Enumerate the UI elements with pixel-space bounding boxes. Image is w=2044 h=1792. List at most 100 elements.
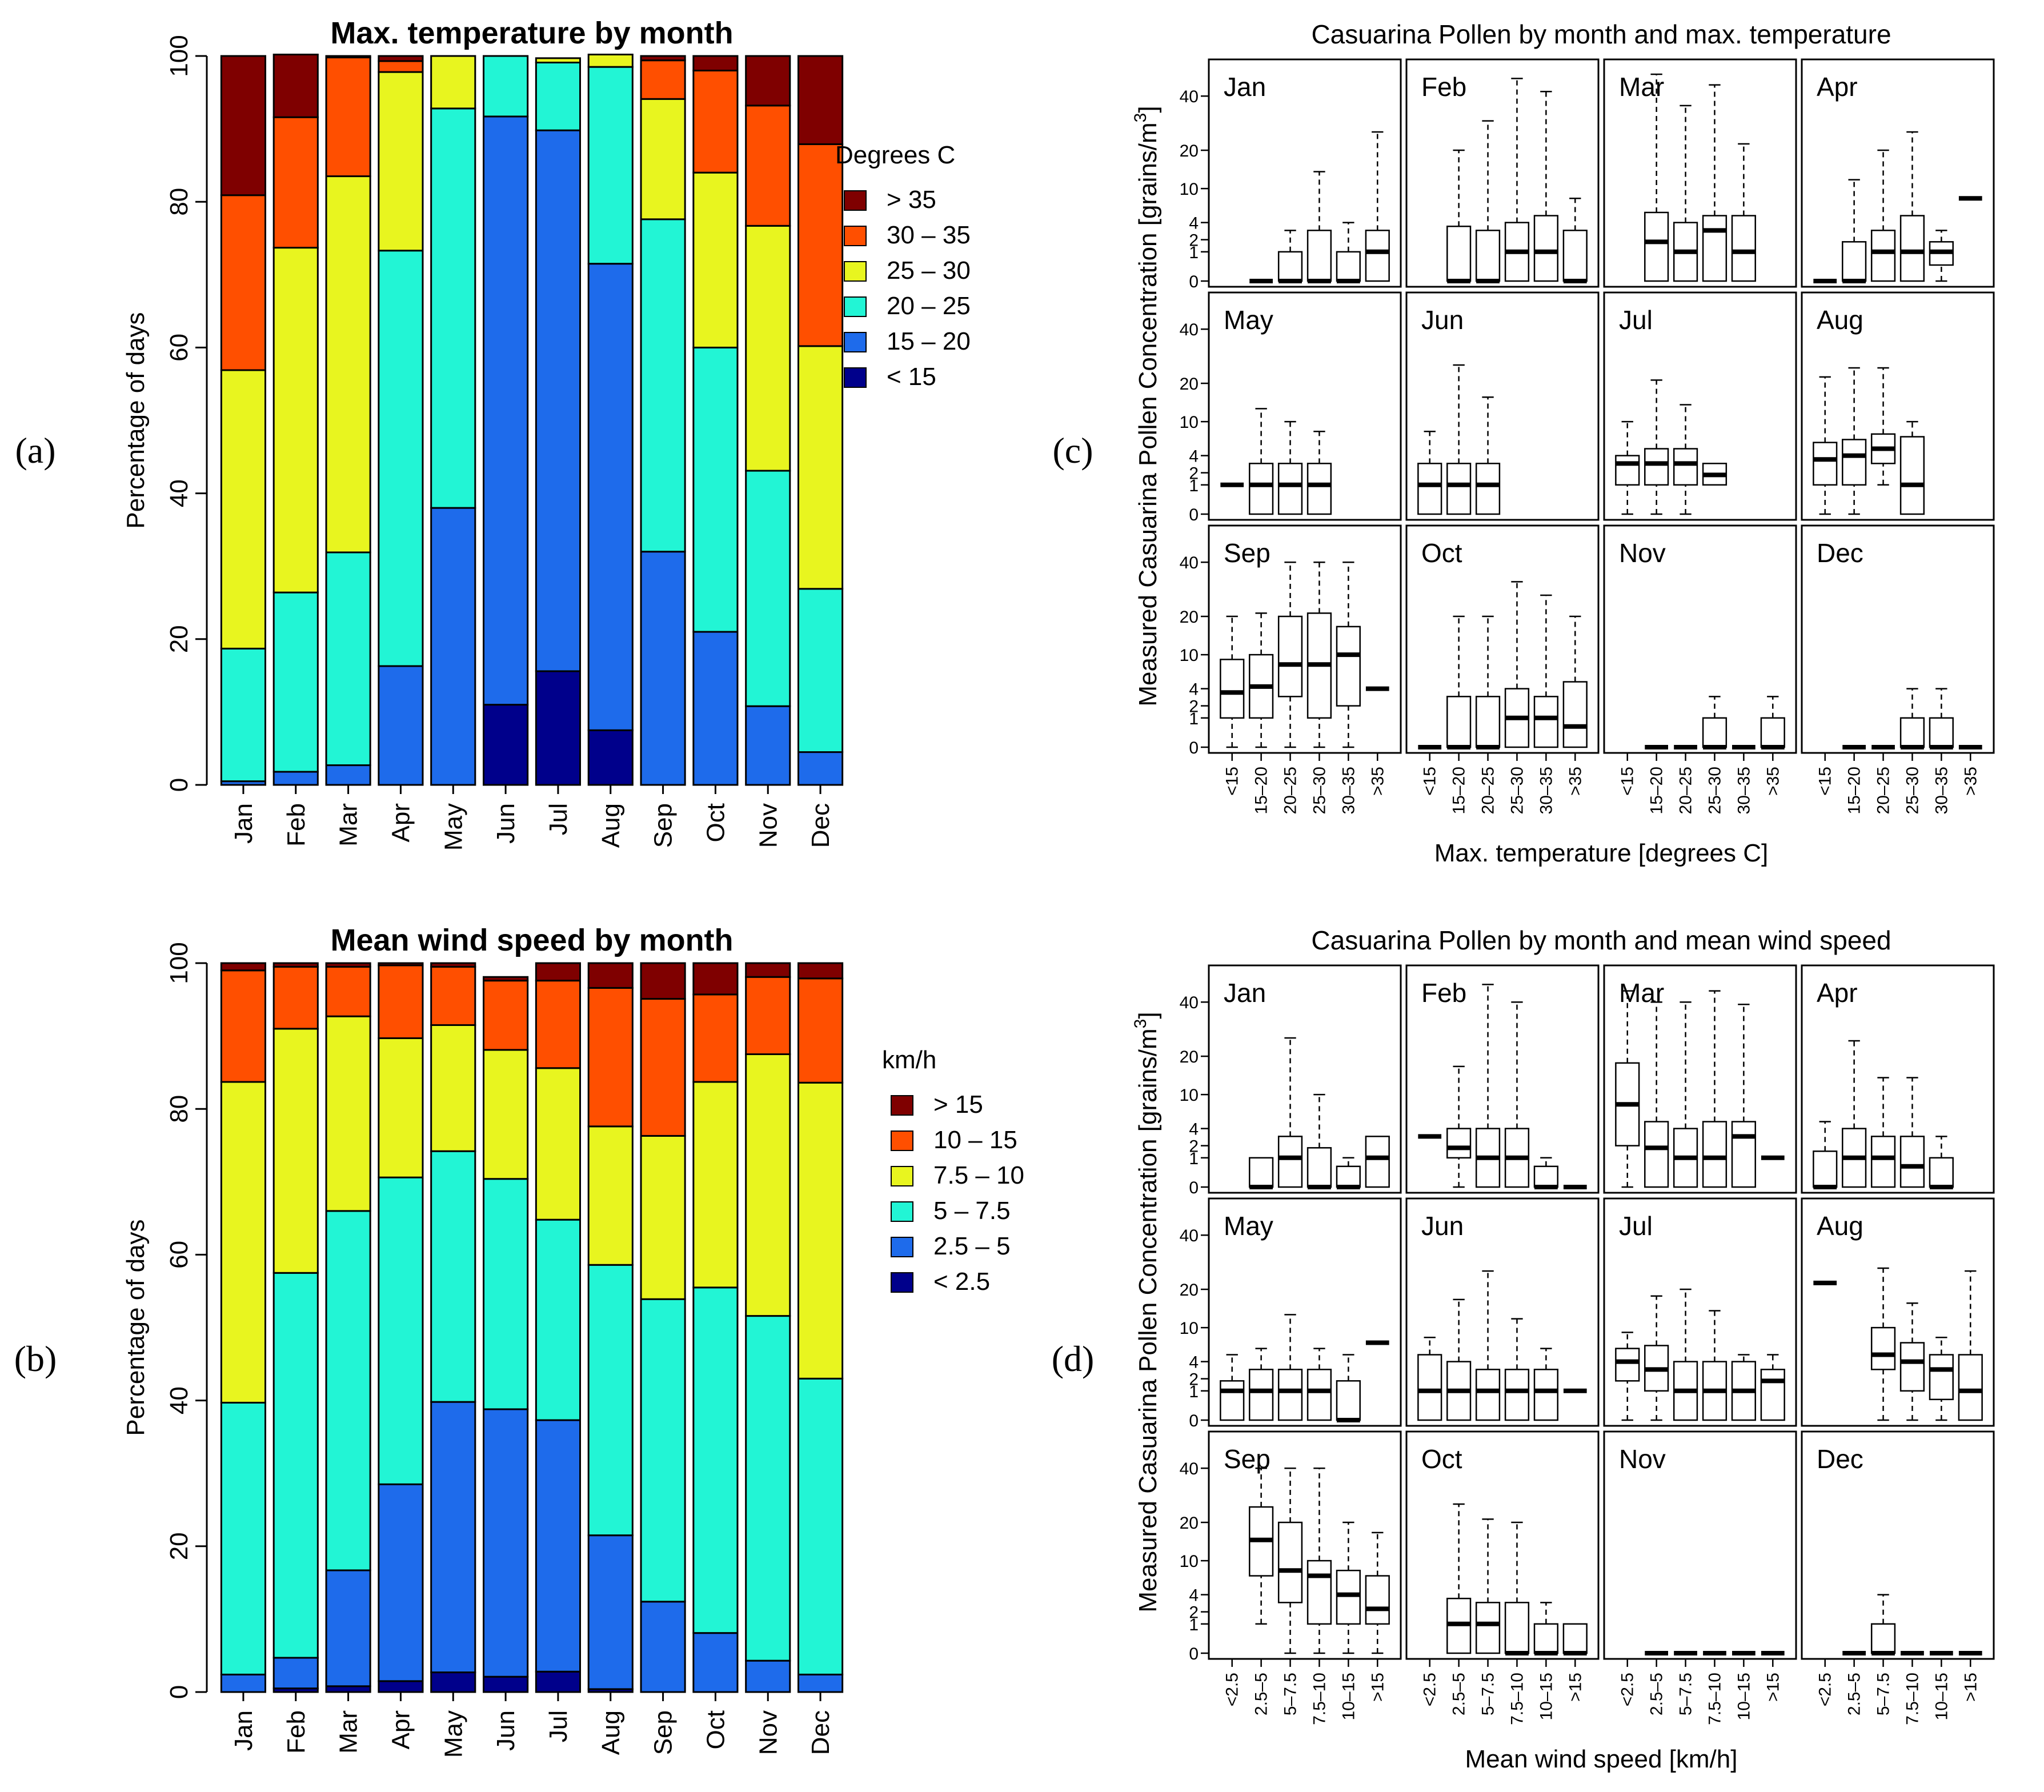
x-tick-label: Jan [230, 803, 258, 844]
chart-title: Casuarina Pollen by month and max. tempe… [1311, 19, 1891, 49]
bar-dec-s3 [797, 1081, 844, 1380]
x-tick-label: Mar [335, 1710, 363, 1754]
y-tick-label: 40 [1180, 554, 1199, 572]
facet-label: Apr [1817, 72, 1858, 102]
box-body [1533, 1623, 1558, 1654]
box-body [1673, 448, 1698, 486]
facet-frame [1208, 1197, 1402, 1427]
y-tick-label: 10 [1180, 1086, 1199, 1105]
x-tick-label: 5–7.5 [1281, 1673, 1300, 1715]
panel-label-b: (b) [14, 1338, 57, 1379]
box-dec-2 [1870, 1594, 1896, 1655]
box-body [1475, 463, 1501, 515]
facet-frame [1405, 58, 1600, 288]
bar-feb-s2 [272, 1272, 319, 1659]
y-tick-label: 1 [1189, 1149, 1199, 1168]
bar-may-s4 [430, 965, 476, 1026]
facet-frame [1801, 1197, 1995, 1427]
box-body [1615, 1348, 1640, 1382]
box-mar-1 [1644, 73, 1669, 282]
box-body [1365, 230, 1390, 282]
box-feb-3 [1504, 78, 1530, 282]
y-tick-label: 20 [1180, 1514, 1199, 1533]
facet-label: May [1224, 305, 1273, 335]
bar-sep-s4 [640, 998, 686, 1137]
x-tick-label: Jul [544, 1710, 572, 1742]
facet-label: Sep [1224, 538, 1271, 568]
box-sep-3 [1306, 561, 1332, 748]
bar-nov-s5 [745, 55, 791, 107]
bar-may-s0 [430, 1671, 476, 1693]
box-oct-3 [1504, 581, 1530, 748]
bar-feb-s3 [272, 247, 319, 594]
box-body [1306, 463, 1332, 515]
facet-frame [1405, 964, 1600, 1194]
legend-swatch [844, 226, 867, 246]
bar-jun-s1 [483, 1408, 529, 1678]
bar-sep-s4 [640, 59, 686, 100]
y-axis-label-close: ] [1134, 1012, 1162, 1019]
box-jul-2 [1673, 404, 1698, 515]
bar-aug-s2 [587, 66, 634, 265]
y-tick-label: 10 [1180, 1552, 1199, 1571]
bar-jan-s1 [220, 1673, 266, 1693]
box-feb-2 [1475, 984, 1501, 1188]
legend-swatch [891, 1130, 913, 1151]
facet-frame [1405, 1197, 1600, 1427]
box-jan-2 [1277, 1037, 1303, 1188]
box-body [1702, 717, 1728, 748]
facet-nov: Nov <15 15–20 20–25 25–30 30–35 >35 [1603, 524, 1797, 814]
bar-mar-s0 [325, 1685, 371, 1693]
box-body [1644, 211, 1669, 282]
panel-label-d: (d) [1052, 1338, 1095, 1379]
box-body [1446, 463, 1472, 515]
x-tick-label: 25–30 [1705, 767, 1724, 814]
bar-may-s2 [430, 1150, 476, 1403]
box-sep-2 [1277, 1467, 1303, 1654]
y-tick-label: 1 [1189, 243, 1199, 262]
x-tick-label: 10–15 [1339, 1673, 1358, 1720]
facet-apr: Apr [1801, 58, 1995, 288]
box-sep-3 [1306, 1467, 1332, 1654]
y-tick-label: 0 [1189, 506, 1199, 524]
bar-mar-s3 [325, 1015, 371, 1212]
legend-swatch [844, 332, 867, 352]
box-jul-5 [1760, 1354, 1785, 1421]
bar-sep-s3 [640, 1134, 686, 1300]
facet-label: Mar [1619, 72, 1664, 102]
x-tick-label: >35 [1566, 767, 1585, 796]
bar-jun-s3 [483, 1049, 529, 1180]
bar-aug-s0 [587, 729, 634, 786]
box-body [1446, 696, 1472, 748]
bar-jun-s2 [483, 1178, 529, 1410]
facet-frame [1603, 964, 1797, 1194]
bar-jun-s4 [483, 980, 529, 1051]
box-may-4 [1336, 1354, 1361, 1422]
y-tick-label: 1 [1189, 1382, 1199, 1401]
x-tick-label: Mar [335, 803, 363, 847]
x-tick-label: 5–7.5 [1479, 1673, 1498, 1715]
box-aug-4 [1929, 1336, 1954, 1421]
box-apr-1 [1842, 179, 1867, 283]
facet-frame [1603, 1430, 1797, 1660]
x-tick-label: 10–15 [1932, 1673, 1951, 1720]
box-body [1306, 1369, 1332, 1421]
bar-aug-s1 [587, 263, 634, 731]
bar-jul-s2 [535, 1218, 581, 1421]
facet-may: May 0 124 10 20 40 [1180, 1197, 1402, 1430]
bar-nov-s4 [745, 105, 791, 227]
box-jun-0 [1417, 430, 1442, 515]
y-tick-label: 80 [165, 188, 193, 216]
box-jan-4 [1336, 222, 1361, 283]
bar-apr-s3 [378, 1037, 424, 1178]
x-tick-label: 2.5–5 [1252, 1673, 1271, 1715]
box-aug-3 [1899, 1302, 1925, 1421]
box-body [1702, 1121, 1728, 1188]
y-axis-label-superscript: 3 [1131, 113, 1150, 123]
x-tick-label: 20–25 [1677, 767, 1696, 814]
box-may-1 [1249, 1348, 1274, 1421]
facet-frame [1208, 524, 1402, 754]
y-axis-label-superscript: 3 [1131, 1019, 1150, 1029]
y-tick-label: 20 [1180, 608, 1199, 627]
box-body [1760, 717, 1785, 748]
